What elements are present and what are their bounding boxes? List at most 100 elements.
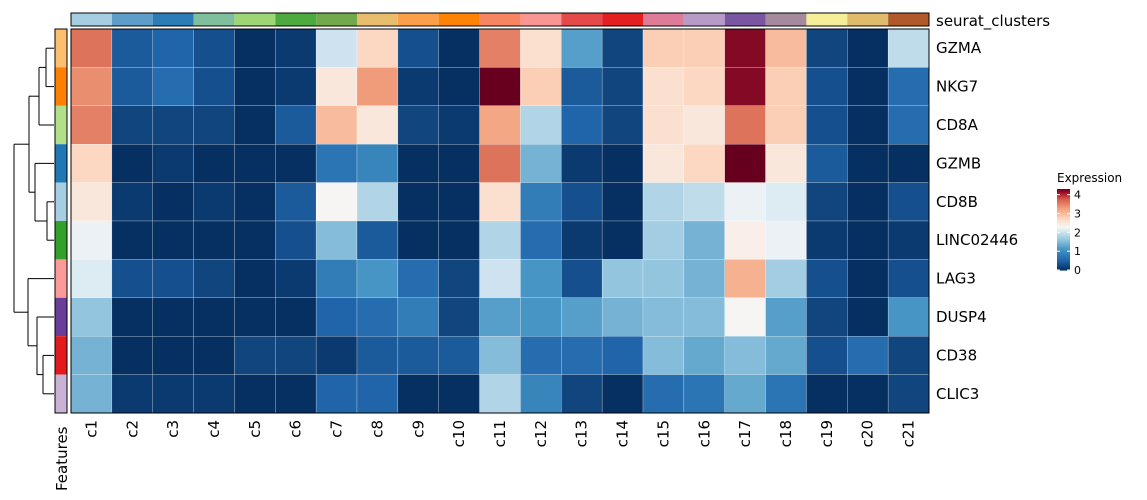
heatmap-cell: [601, 374, 644, 414]
legend-gradient-step: [1057, 241, 1070, 244]
heatmap-cell: [642, 105, 685, 145]
heatmap-cell: [397, 28, 439, 68]
legend-gradient-step: [1057, 202, 1070, 205]
legend-gradient-step: [1057, 209, 1070, 212]
heatmap-cell: [438, 28, 480, 68]
column-label: c14: [614, 420, 632, 447]
column-annotation-title: seurat_clusters: [936, 12, 1050, 31]
heatmap-cell: [70, 220, 113, 260]
row-dendrogram: [13, 47, 54, 395]
heatmap-cell: [561, 336, 603, 375]
cluster-color-swatch: [357, 13, 398, 26]
heatmap-cell: [806, 67, 848, 107]
column-label: c2: [123, 420, 141, 438]
heatmap-cell: [561, 374, 603, 414]
legend-gradient-step: [1057, 221, 1070, 224]
heatmap-cell: [683, 374, 725, 414]
heatmap-cell: [847, 143, 889, 183]
column-label: c8: [368, 420, 386, 438]
heatmap-cell: [683, 182, 725, 222]
heatmap-cell: [806, 220, 848, 260]
heatmap-cell: [275, 220, 317, 260]
heatmap-cell: [275, 336, 317, 375]
legend-gradient-step: [1057, 195, 1070, 198]
heatmap-cell: [438, 220, 480, 260]
heatmap-cell: [847, 374, 889, 414]
heatmap-cell: [397, 143, 439, 183]
legend-gradient-step: [1057, 236, 1070, 239]
heatmap-cell: [111, 105, 153, 145]
heatmap-cell: [152, 67, 194, 107]
heatmap-cell: [806, 105, 848, 145]
column-label: c4: [205, 420, 223, 438]
legend-gradient-step: [1057, 217, 1070, 220]
heatmap-cell: [152, 374, 194, 414]
heatmap-cell: [111, 28, 153, 68]
heatmap-cell: [397, 67, 439, 107]
heatmap-cell: [111, 220, 153, 260]
cluster-color-swatch: [71, 13, 112, 26]
heatmap-cell: [520, 182, 562, 222]
legend-gradient-step: [1057, 203, 1070, 206]
heatmap-cell: [765, 182, 807, 222]
column-label: c6: [287, 420, 305, 438]
legend-gradient-step: [1057, 206, 1070, 209]
heatmap-cell: [847, 67, 889, 107]
heatmap-cell: [847, 336, 889, 375]
row-label: LINC02446: [936, 231, 1018, 249]
heatmap-cell: [315, 28, 358, 68]
heatmap-cell: [683, 143, 725, 183]
legend-gradient-step: [1057, 210, 1070, 213]
feature-color-swatch: [55, 144, 67, 183]
row-label: CD8A: [936, 116, 979, 134]
legend-tick-label: 1: [1074, 245, 1081, 258]
heatmap-cell: [642, 28, 685, 68]
column-label: c3: [164, 420, 182, 438]
heatmap-cell: [520, 336, 562, 375]
heatmap-cell: [642, 143, 685, 183]
legend-gradient-step: [1057, 263, 1070, 266]
heatmap-cell: [152, 105, 194, 145]
heatmap-cell: [438, 259, 480, 298]
heatmap-cell: [520, 143, 562, 183]
heatmap-cell: [479, 143, 521, 183]
column-annotation-bar: [70, 12, 930, 27]
heatmap-cell: [683, 67, 725, 107]
heatmap-cell: [70, 105, 113, 145]
heatmap-cell: [152, 182, 194, 222]
legend-gradient-step: [1057, 189, 1070, 191]
heatmap-cell: [315, 297, 358, 337]
heatmap-cell: [479, 105, 521, 145]
legend-gradient-step: [1057, 265, 1070, 268]
legend-gradient-step: [1057, 245, 1070, 248]
column-label: c18: [777, 420, 795, 447]
heatmap-cell: [642, 297, 685, 337]
heatmap-cell: [479, 259, 521, 298]
heatmap-cell: [765, 297, 807, 337]
heatmap-cell: [438, 67, 480, 107]
legend-gradient-step: [1057, 234, 1070, 237]
cluster-color-swatch: [683, 13, 725, 26]
legend-gradient-step: [1057, 238, 1070, 241]
heatmap-cell: [315, 143, 358, 183]
legend-gradient-step: [1057, 216, 1070, 218]
column-label: c11: [491, 420, 509, 447]
legend-gradient-step: [1057, 229, 1070, 232]
legend-gradient-step: [1057, 205, 1070, 208]
heatmap-cell: [561, 182, 603, 222]
cluster-color-swatch: [234, 13, 276, 26]
cluster-color-swatch: [602, 13, 643, 26]
heatmap-cell: [887, 374, 930, 414]
heatmap-cell: [397, 374, 439, 414]
legend-gradient-step: [1057, 218, 1070, 221]
feature-color-swatch: [55, 67, 67, 106]
heatmap-cell: [193, 220, 235, 260]
heatmap-cell: [479, 28, 521, 68]
heatmap-cell: [806, 28, 848, 68]
heatmap-cell: [724, 182, 766, 222]
heatmap-cell: [397, 259, 439, 298]
heatmap-cell: [152, 143, 194, 183]
column-labels: c1 c2 c3 c4 c5 c6 c7 c8 c9 c10 c11 c12 c13 c14 c15 c16 c…: [82, 420, 917, 447]
legend-tick-label: 2: [1074, 226, 1081, 239]
column-label: c17: [736, 420, 754, 447]
